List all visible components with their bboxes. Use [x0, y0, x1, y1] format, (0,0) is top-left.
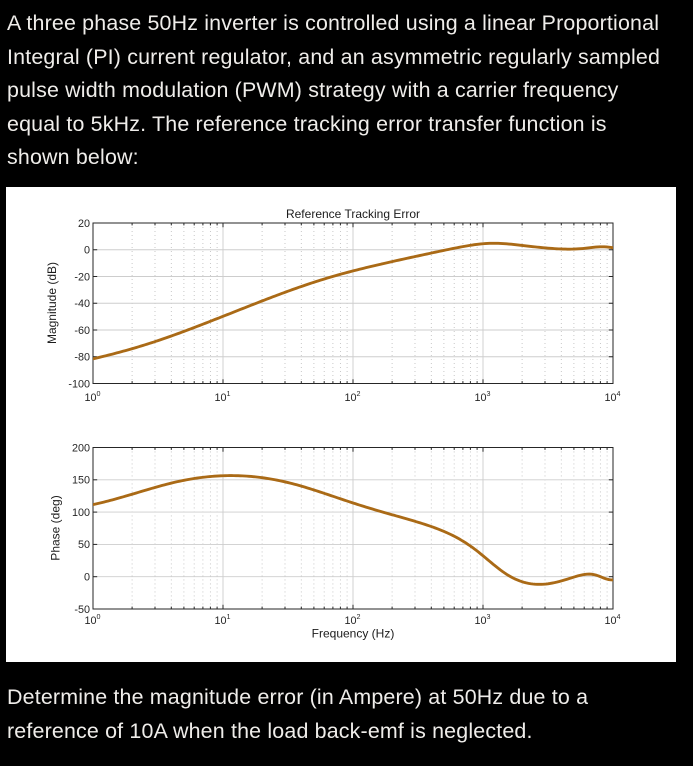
- svg-text:20: 20: [78, 218, 90, 230]
- svg-text:Frequency (Hz): Frequency (Hz): [312, 627, 395, 641]
- svg-text:0: 0: [84, 572, 90, 584]
- svg-text:102: 102: [345, 389, 361, 404]
- svg-text:100: 100: [85, 389, 101, 404]
- svg-text:101: 101: [215, 612, 231, 627]
- svg-text:200: 200: [72, 442, 90, 454]
- svg-text:Reference Tracking Error: Reference Tracking Error: [286, 207, 420, 221]
- svg-text:150: 150: [72, 475, 90, 487]
- svg-text:100: 100: [72, 507, 90, 519]
- svg-text:101: 101: [215, 389, 231, 404]
- svg-text:-50: -50: [74, 604, 90, 616]
- svg-text:104: 104: [605, 612, 621, 627]
- svg-text:-80: -80: [74, 352, 90, 364]
- svg-text:50: 50: [78, 539, 90, 551]
- svg-text:100: 100: [85, 612, 101, 627]
- svg-text:0: 0: [84, 245, 90, 257]
- svg-text:Phase (deg): Phase (deg): [49, 495, 63, 560]
- svg-text:103: 103: [475, 612, 491, 627]
- svg-text:Magnitude (dB): Magnitude (dB): [45, 262, 59, 344]
- svg-text:-40: -40: [74, 298, 90, 310]
- svg-text:-60: -60: [74, 325, 90, 337]
- svg-text:103: 103: [475, 389, 491, 404]
- svg-text:102: 102: [345, 612, 361, 627]
- svg-text:-100: -100: [68, 378, 90, 390]
- svg-text:104: 104: [605, 389, 621, 404]
- svg-text:-20: -20: [74, 271, 90, 283]
